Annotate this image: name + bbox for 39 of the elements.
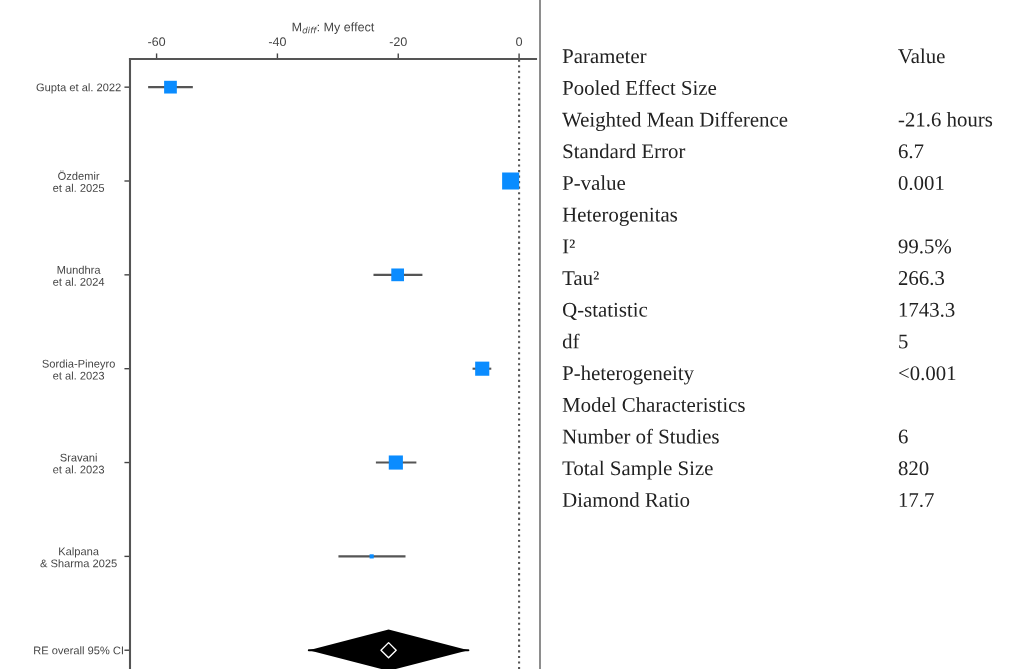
category-label: P-heterogeneity [562,365,694,385]
text: 5 [899,334,908,349]
y-tick-label: Kalpana & Sharma 2025 [40,547,117,568]
y-tick-label: Sordia-Pineyro et al. 2023 [42,359,115,380]
category-label: Heterogenitas [562,207,678,226]
text: 6.7 [898,144,924,159]
text: 0.001 [898,175,944,191]
text: 99.5% [898,239,952,254]
y-tick-label: Gupta et al. 2022 [36,83,121,94]
x-tick-label: -40 [268,37,286,47]
x-tick-label: 0 [516,37,523,47]
x-axis-title: M$_{diff}$: My effect [292,22,375,34]
category-label: P-value [562,175,626,191]
text: <0.001 [899,366,956,381]
category-label: Standard Error [563,143,686,159]
text: 6 [898,429,908,444]
category-label: Tau² [562,271,599,286]
x-tick-label: -60 [148,37,166,47]
y-tick-label: Özdemir et al. 2025 [53,170,105,192]
y-tick-label: Mundhra et al. 2024 [53,265,105,286]
text: 820 [898,461,929,476]
category-label: Pooled Effect Size [562,80,717,95]
text: 17.7 [899,493,934,508]
category-label: df [562,333,580,349]
y-tick-label: Sravani et al. 2023 [53,453,105,474]
text: Value [898,48,945,64]
text: -21.6 hours [898,111,993,127]
category-label: Model Characteristics [562,397,745,412]
category-label: Total Sample Size [562,460,713,480]
category-label: I² [562,239,575,254]
text: 1743.3 [899,302,955,317]
category-label: Weighted Mean Difference [562,111,788,131]
text: 266.3 [898,271,945,286]
x-tick-label: -20 [389,37,407,47]
category-label: Diamond Ratio [562,492,690,508]
category-label: Q-statistic [562,302,648,320]
category-label: Parameter [562,49,647,64]
y-tick-label: RE overall 95% CI [34,646,123,655]
category-label: Number of Studies [562,428,719,444]
